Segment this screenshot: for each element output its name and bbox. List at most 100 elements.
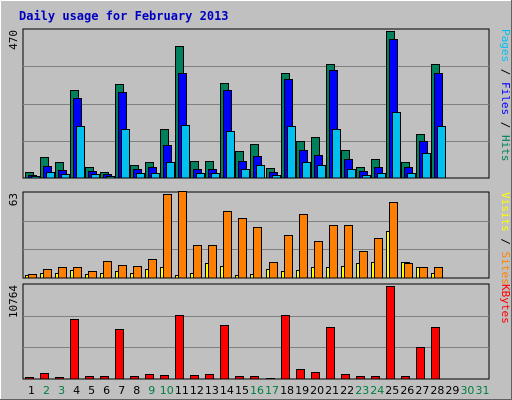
- bar-sites-day-6: [103, 261, 112, 279]
- bar-sites-day-3: [58, 267, 67, 279]
- bar-sites-day-24: [374, 238, 383, 279]
- bar-sites-day-4: [73, 267, 82, 279]
- bar-kbytes-day-9: [145, 374, 154, 380]
- bar-kbytes-day-11: [175, 315, 184, 380]
- legend-part: /: [499, 232, 512, 252]
- day-label-15: 15: [235, 384, 249, 397]
- bar-sites-day-15: [238, 218, 247, 279]
- panel-max-label: 63: [7, 193, 20, 206]
- bar-sites-day-13: [208, 245, 217, 279]
- bar-kbytes-day-16: [250, 376, 259, 380]
- panel-legend-label: KBytes: [499, 284, 512, 324]
- chart-title: Daily usage for February 2013: [19, 9, 229, 23]
- bar-sites-day-9: [148, 259, 157, 279]
- bar-pages-day-18: [287, 126, 296, 179]
- legend-part: Pages: [499, 29, 512, 62]
- bar-sites-day-7: [118, 265, 127, 279]
- day-label-3: 3: [58, 384, 65, 397]
- bar-kbytes-day-10: [160, 375, 169, 380]
- day-label-23: 23: [355, 384, 369, 397]
- day-label-8: 8: [133, 384, 140, 397]
- panel-plot-area: [22, 283, 490, 380]
- day-label-5: 5: [88, 384, 95, 397]
- bar-sites-day-10: [163, 194, 172, 279]
- bar-sites-day-26: [404, 263, 413, 279]
- bar-pages-day-20: [317, 165, 326, 179]
- bar-pages-day-27: [422, 153, 431, 179]
- bar-pages-day-25: [392, 112, 401, 179]
- bar-pages-day-22: [347, 169, 356, 179]
- legend-part: Visits: [499, 192, 512, 232]
- panel-max-label: 10764: [7, 285, 20, 318]
- bar-sites-day-2: [43, 269, 52, 279]
- bar-pages-day-2: [46, 172, 55, 179]
- panel-top: 470 Pages / Files / Hits: [7, 28, 512, 179]
- bar-kbytes-day-18: [281, 315, 290, 380]
- day-label-13: 13: [205, 384, 219, 397]
- day-label-11: 11: [175, 384, 189, 397]
- bar-sites-day-22: [344, 225, 353, 279]
- bar-pages-day-7: [121, 129, 130, 179]
- bar-pages-day-14: [226, 131, 235, 179]
- panel-middle: 63 Visits / Sites: [7, 191, 512, 285]
- bar-kbytes-day-6: [100, 376, 109, 380]
- bar-kbytes-day-13: [205, 374, 214, 380]
- day-label-21: 21: [325, 384, 339, 397]
- bar-sites-day-28: [434, 267, 443, 279]
- bar-pages-day-12: [196, 173, 205, 179]
- bar-pages-day-11: [181, 125, 190, 179]
- bar-pages-day-9: [151, 173, 160, 179]
- legend-part: /: [499, 62, 512, 82]
- day-label-29: 29: [445, 384, 459, 397]
- bar-pages-day-3: [61, 174, 70, 179]
- bar-sites-day-8: [133, 266, 142, 279]
- bar-kbytes-day-7: [115, 329, 124, 380]
- bar-kbytes-day-15: [235, 376, 244, 380]
- day-label-2: 2: [43, 384, 50, 397]
- bar-pages-day-21: [332, 129, 341, 179]
- bar-pages-day-15: [241, 169, 250, 179]
- bar-sites-day-12: [193, 245, 202, 279]
- bar-pages-day-28: [437, 126, 446, 179]
- bar-kbytes-day-27: [416, 347, 425, 380]
- legend-part: Sites: [499, 252, 512, 285]
- day-label-25: 25: [385, 384, 399, 397]
- legend-part: Hits: [499, 135, 512, 162]
- day-label-12: 12: [190, 384, 204, 397]
- panel-legend-label: Visits / Sites: [499, 192, 512, 285]
- legend-part: /: [499, 115, 512, 135]
- bar-sites-day-14: [223, 211, 232, 279]
- day-label-22: 22: [340, 384, 354, 397]
- bar-kbytes-day-28: [431, 327, 440, 380]
- bar-pages-day-17: [272, 175, 281, 179]
- bar-kbytes-day-25: [386, 286, 395, 380]
- bar-pages-day-16: [256, 165, 265, 179]
- bar-pages-day-10: [166, 162, 175, 179]
- bar-pages-day-13: [211, 173, 220, 179]
- bar-sites-day-1: [28, 274, 37, 279]
- bar-kbytes-day-4: [70, 319, 79, 380]
- bar-kbytes-day-2: [40, 373, 49, 380]
- day-label-9: 9: [148, 384, 155, 397]
- day-label-14: 14: [220, 384, 234, 397]
- bar-kbytes-day-22: [341, 374, 350, 380]
- bar-pages-day-23: [362, 175, 371, 179]
- day-label-30: 30: [460, 384, 474, 397]
- panel-max-label: 470: [7, 30, 20, 50]
- day-label-28: 28: [430, 384, 444, 397]
- day-label-4: 4: [73, 384, 80, 397]
- bar-sites-day-20: [314, 241, 323, 279]
- bar-pages-day-8: [136, 173, 145, 179]
- day-label-26: 26: [400, 384, 414, 397]
- day-label-7: 7: [118, 384, 125, 397]
- bar-sites-day-17: [269, 262, 278, 279]
- bar-sites-day-16: [253, 227, 262, 279]
- day-label-18: 18: [280, 384, 294, 397]
- bar-kbytes-day-17: [266, 378, 275, 380]
- day-label-24: 24: [370, 384, 384, 397]
- bar-sites-day-11: [178, 191, 187, 279]
- bar-sites-day-25: [389, 202, 398, 279]
- legend-part: KBytes: [499, 284, 512, 324]
